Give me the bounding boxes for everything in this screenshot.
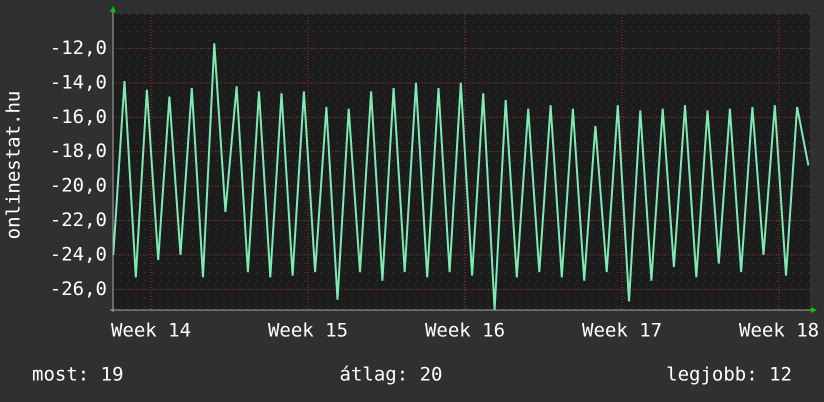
axis-arrow [110,6,116,12]
x-tick-label: Week 14 [111,320,191,342]
x-tick-label: Week 15 [268,320,348,342]
minor-grid [113,14,810,310]
y-tick-label: -14,0 [50,71,107,93]
y-tick-label: -20,0 [50,175,107,197]
stat-current: most: 19 [32,364,124,386]
stat-average: átlag: 20 [340,364,443,386]
y-tick-label: -16,0 [50,106,107,128]
x-tick-label: Week 18 [739,320,819,342]
data-line [112,43,810,311]
y-axis-label: onlinestat.hu [3,91,25,240]
y-tick-label: -22,0 [50,209,107,231]
axis-arrow [811,307,817,313]
y-tick-label: -24,0 [50,243,107,265]
y-tick-label: -12,0 [50,37,107,59]
y-tick-label: -18,0 [50,140,107,162]
x-tick-label: Week 17 [582,320,662,342]
stat-best: legjobb: 12 [666,364,792,386]
y-tick-label: -26,0 [50,278,107,300]
x-tick-label: Week 16 [425,320,505,342]
